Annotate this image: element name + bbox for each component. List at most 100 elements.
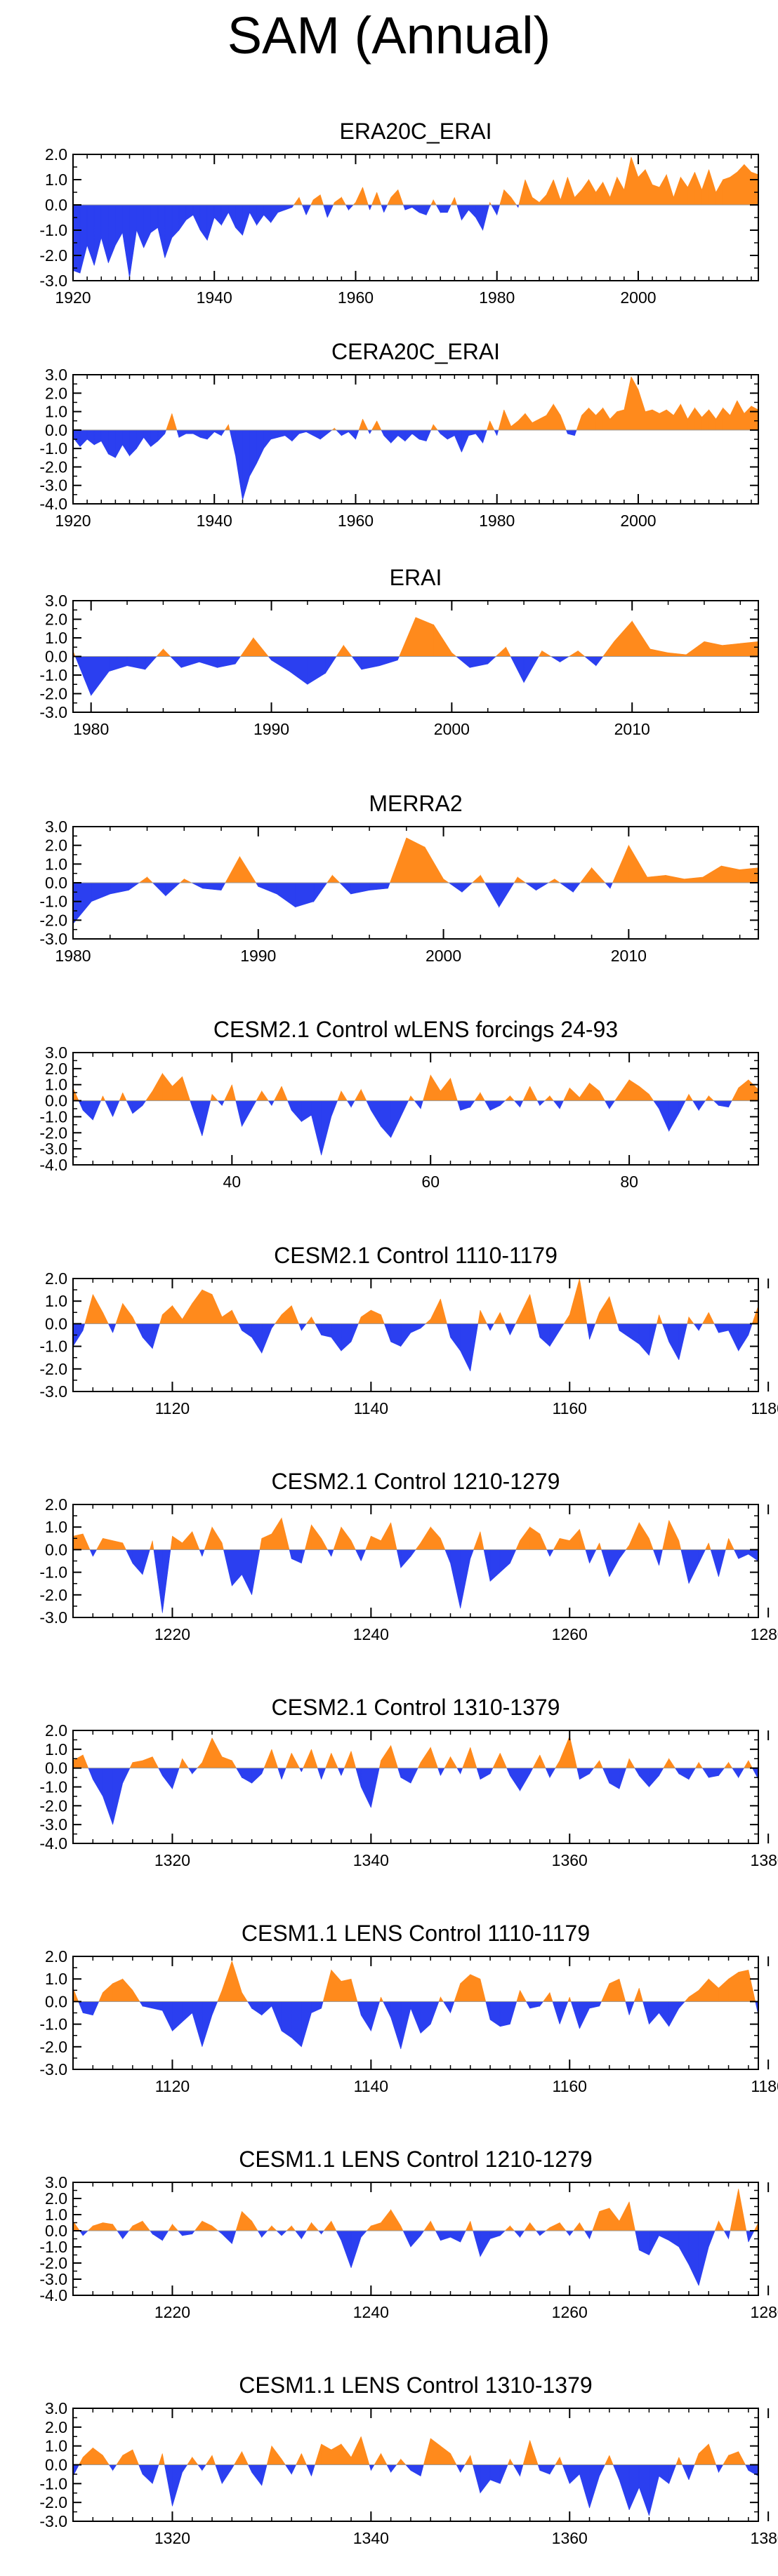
x-tick-label: 1980 (479, 288, 515, 307)
x-tick-label: 1320 (154, 2529, 190, 2547)
x-tick-label: 1220 (154, 1625, 190, 1643)
x-tick-label: 1240 (353, 2303, 389, 2321)
x-tick-label: 1960 (338, 288, 374, 307)
y-tick-label: -3.0 (39, 1815, 67, 1834)
x-tick-label: 1340 (353, 2529, 389, 2547)
series-negative-area (72, 204, 520, 279)
y-tick-label: 1.0 (45, 2437, 67, 2455)
x-tick-label: 1280 (751, 1625, 778, 1643)
page-title: SAM (Annual) (227, 6, 551, 65)
y-tick-label: 0.0 (45, 1992, 67, 2010)
series-negative-area (72, 2464, 759, 2516)
chart-panel: CESM1.1 LENS Control 1210-1279 3.02.01.00… (39, 2147, 778, 2321)
x-tick-label: 1120 (155, 1399, 190, 1417)
y-tick-label: -3.0 (39, 930, 67, 948)
x-tick-label: 1140 (354, 1399, 388, 1417)
y-tick-label: -3.0 (39, 1140, 67, 1158)
series-negative-area (72, 1323, 753, 1372)
series-positive-area (72, 617, 759, 657)
x-tick-label: 1320 (154, 1851, 190, 1869)
y-tick-label: -3.0 (39, 272, 67, 290)
series-negative-area (72, 882, 613, 925)
y-tick-label: 0.0 (45, 1759, 67, 1777)
plot-frame (72, 1730, 759, 1844)
x-tick-label: 1240 (353, 1625, 389, 1643)
x-tick-label: 80 (620, 1173, 638, 1191)
x-tick-label: 1360 (552, 1851, 588, 1869)
y-tick-label: 0.0 (45, 421, 67, 439)
y-tick-label: 1.0 (45, 1076, 67, 1094)
y-tick-label: 2.0 (45, 1060, 67, 1078)
y-tick-label: 3.0 (45, 592, 67, 610)
y-tick-label: -3.0 (39, 1382, 67, 1401)
panel-title: ERA20C_ERAI (340, 119, 492, 144)
series-positive-area (72, 1961, 756, 2002)
x-tick-label: 1360 (552, 2529, 588, 2547)
y-tick-label: 3.0 (45, 2399, 67, 2417)
y-tick-label: -2.0 (39, 1586, 67, 1604)
x-tick-label: 1280 (751, 2303, 778, 2321)
x-tick-label: 2000 (620, 288, 656, 307)
y-tick-label: 0.0 (45, 1092, 67, 1110)
x-tick-label: 1380 (751, 2529, 778, 2547)
y-tick-label: 2.0 (45, 1269, 67, 1288)
y-tick-label: -2.0 (39, 1360, 67, 1378)
panel-title: CESM2.1 Control 1110-1179 (274, 1243, 558, 1268)
panel-title: CERA20C_ERAI (331, 339, 500, 364)
x-tick-label: 1940 (197, 288, 232, 307)
x-tick-label: 1960 (338, 512, 374, 530)
y-tick-label: -2.0 (39, 1796, 67, 1815)
y-tick-label: 1.0 (45, 1518, 67, 1536)
y-tick-label: -3.0 (39, 2512, 67, 2530)
panel-title: CESM1.1 LENS Control 1210-1279 (239, 2147, 592, 2172)
x-tick-label: 1260 (552, 2303, 588, 2321)
x-tick-label: 60 (421, 1173, 440, 1191)
y-tick-label: 0.0 (45, 648, 67, 666)
y-tick-label: 3.0 (45, 366, 67, 384)
x-tick-label: 1120 (155, 2077, 190, 2095)
y-tick-label: -2.0 (39, 1123, 67, 1142)
x-tick-label: 1140 (354, 2077, 388, 2095)
chart-panel: CESM2.1 Control 1110-1179 2.0 1.0 0.0 -1.0 -2… (39, 1243, 778, 1417)
series-negative-area (78, 1100, 732, 1156)
series-positive-area (138, 837, 759, 883)
y-tick-label: 1.0 (45, 171, 67, 189)
panel-title: CESM1.1 LENS Control 1110-1179 (242, 1921, 590, 1946)
x-tick-label: 2010 (614, 720, 650, 738)
series-negative-area (88, 1768, 759, 1825)
x-tick-label: 1180 (751, 2077, 778, 2095)
y-tick-label: -3.0 (39, 2060, 67, 2078)
panel-title: CESM2.1 Control 1310-1379 (272, 1695, 560, 1720)
plot-frame (72, 1052, 759, 1166)
y-tick-label: -2.0 (39, 911, 67, 929)
y-tick-label: 0.0 (45, 874, 67, 892)
y-tick-label: -2.0 (39, 2493, 67, 2511)
y-tick-label: 3.0 (45, 2173, 67, 2191)
series-positive-area (72, 2189, 759, 2231)
series-positive-area (78, 2436, 746, 2465)
y-tick-label: -1.0 (39, 2474, 67, 2492)
y-tick-label: 2.0 (45, 610, 67, 629)
chart-panel: CERA20C_ERAI 3.02.01.00.0-1.0-2.0-3.0-4.0… (39, 339, 759, 530)
series-positive-area (166, 376, 759, 431)
series-negative-area (72, 429, 577, 500)
x-tick-label: 1260 (552, 1625, 588, 1643)
plot-frame (72, 1278, 759, 1392)
series-negative-area (74, 656, 604, 697)
x-tick-label: 1980 (55, 947, 91, 965)
y-tick-label: 1.0 (45, 2205, 67, 2224)
chart-panel: CESM1.1 LENS Control 1310-1379 3.02.01.00… (39, 2373, 778, 2547)
y-tick-label: -2.0 (39, 246, 67, 265)
y-tick-label: -2.0 (39, 2038, 67, 2056)
chart-panel: CESM2.1 Control 1310-1379 2.01.00.0-1.0-2… (39, 1695, 778, 1869)
y-tick-label: 1.0 (45, 855, 67, 873)
y-tick-label: 2.0 (45, 145, 67, 163)
y-tick-label: -3.0 (39, 703, 67, 721)
x-tick-label: 1980 (479, 512, 515, 530)
y-tick-label: -1.0 (39, 666, 67, 684)
x-tick-label: 1160 (553, 1399, 587, 1417)
x-tick-label: 2010 (611, 947, 647, 965)
y-tick-label: -1.0 (39, 439, 67, 458)
